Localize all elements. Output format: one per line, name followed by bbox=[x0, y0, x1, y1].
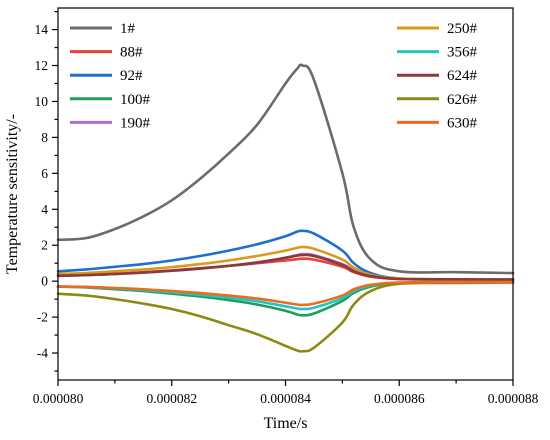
y-tick-label: 14 bbox=[35, 22, 49, 37]
series-line-250 bbox=[56, 245, 515, 282]
y-tick-label: 4 bbox=[41, 202, 48, 217]
y-tick-label: -2 bbox=[37, 310, 48, 325]
series-line-88 bbox=[56, 257, 515, 281]
x-tick-label: 0.000080 bbox=[33, 391, 84, 406]
series-line-1 bbox=[56, 63, 515, 275]
series-layer bbox=[56, 63, 515, 353]
x-tick-label: 0.000086 bbox=[374, 391, 425, 406]
y-tick-label: 0 bbox=[41, 274, 48, 289]
legend-label-190: 190# bbox=[120, 115, 151, 131]
legend-label-100: 100# bbox=[120, 92, 151, 108]
series-line-624 bbox=[56, 253, 515, 282]
x-axis-title: Time/s bbox=[264, 415, 308, 432]
series-line-630 bbox=[56, 280, 515, 307]
series-line-100 bbox=[56, 280, 515, 317]
x-tick-label: 0.000084 bbox=[260, 391, 311, 406]
x-tick-label: 0.000082 bbox=[146, 391, 197, 406]
x-tick-label: 0.000088 bbox=[488, 391, 539, 406]
ticks-layer: 0.000080 0.000082 0.000084 0.000086 0.000088… bbox=[33, 10, 539, 406]
y-tick-label: 10 bbox=[35, 94, 49, 109]
series-line-356 bbox=[56, 280, 515, 311]
series-line-626 bbox=[56, 281, 515, 353]
y-tick-label: 8 bbox=[41, 130, 48, 145]
y-tick-label: 12 bbox=[35, 58, 49, 73]
legend-label-1: 1# bbox=[120, 21, 136, 37]
legend-label-92: 92# bbox=[120, 68, 143, 84]
y-tick-label: -4 bbox=[37, 346, 48, 361]
legend-label-630: 630# bbox=[447, 115, 478, 131]
legend-label-356: 356# bbox=[447, 45, 478, 61]
y-axis-title: Temperature sensitivity/- bbox=[4, 114, 21, 274]
plot-frame bbox=[57, 7, 514, 381]
y-tick-label: 6 bbox=[41, 166, 48, 181]
legend-label-624: 624# bbox=[447, 68, 478, 84]
legend-label-88: 88# bbox=[120, 45, 143, 61]
series-line-92 bbox=[56, 229, 515, 281]
legend: 1# 88# 92# 100# 190# 250# 356# 624# 626# 630# bbox=[70, 21, 478, 131]
y-tick-label: 2 bbox=[41, 238, 48, 253]
legend-label-626: 626# bbox=[447, 92, 478, 108]
legend-label-250: 250# bbox=[447, 21, 478, 37]
